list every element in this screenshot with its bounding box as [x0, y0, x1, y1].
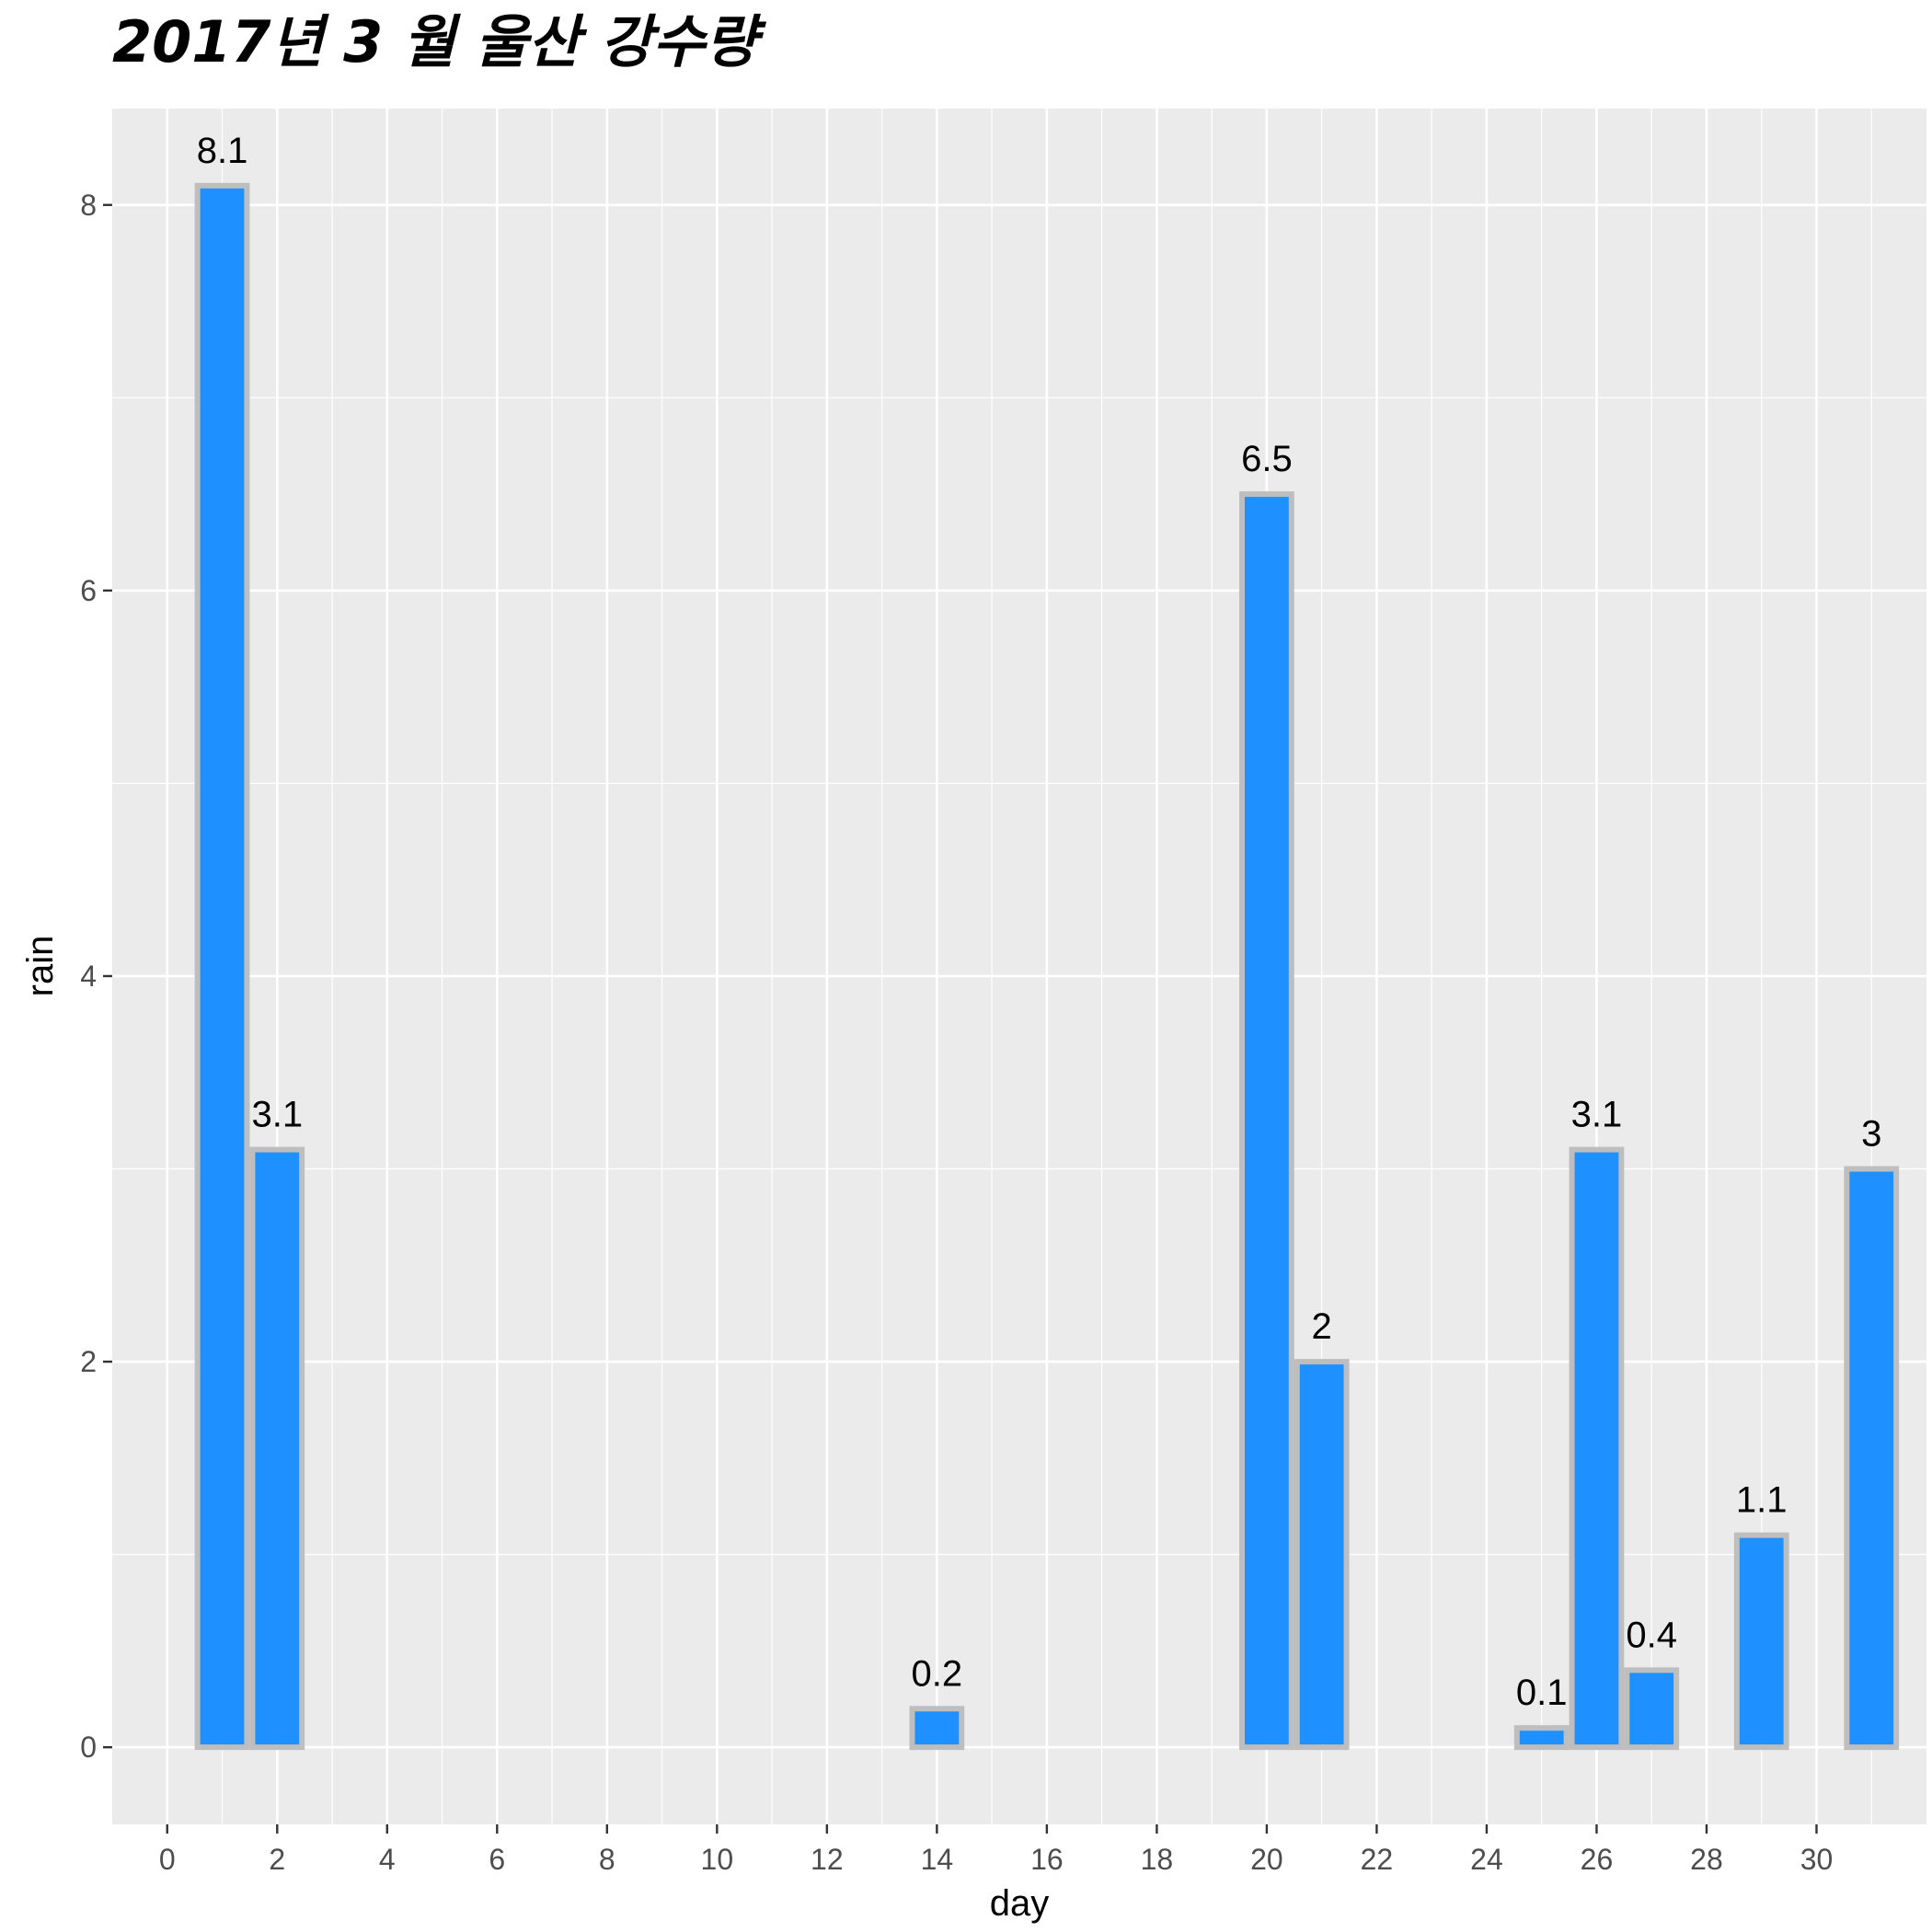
y-tick-label: 0 — [80, 1731, 97, 1764]
x-tick-label: 12 — [811, 1843, 844, 1876]
x-tick-label: 18 — [1141, 1843, 1174, 1876]
data-label: 2 — [1312, 1306, 1332, 1347]
x-tick-label: 14 — [921, 1843, 954, 1876]
x-axis-title: day — [990, 1883, 1050, 1924]
y-axis-title: rain — [20, 936, 61, 997]
plot-panel — [112, 109, 1926, 1824]
x-tick-label: 16 — [1030, 1843, 1064, 1876]
minor-gridlines — [112, 109, 1926, 1824]
bar — [1294, 1359, 1350, 1751]
data-label: 3 — [1861, 1114, 1881, 1155]
data-label: 0.2 — [912, 1653, 963, 1694]
bar — [249, 1146, 305, 1751]
x-tick-label: 10 — [701, 1843, 734, 1876]
bar — [909, 1706, 965, 1751]
x-tick-label: 30 — [1800, 1843, 1834, 1876]
x-tick-label: 22 — [1361, 1843, 1394, 1876]
y-axis: 0 2 4 6 8 — [80, 189, 112, 1764]
data-label: 0.1 — [1516, 1673, 1568, 1713]
chart-title: 2017년 3 월 울산 강수량 — [112, 8, 766, 75]
bar — [1569, 1146, 1625, 1751]
x-tick-label: 6 — [489, 1843, 505, 1876]
x-tick-label: 28 — [1690, 1843, 1723, 1876]
x-tick-label: 26 — [1581, 1843, 1614, 1876]
data-label: 1.1 — [1736, 1480, 1788, 1521]
y-tick-label: 4 — [80, 960, 97, 993]
data-label: 6.5 — [1241, 439, 1293, 479]
data-label: 3.1 — [1571, 1095, 1623, 1135]
data-labels: 8.1 3.1 0.2 6.5 2 0.1 3.1 0.4 1.1 3 — [197, 131, 1882, 1713]
data-label: 3.1 — [251, 1095, 303, 1135]
x-tick-label: 8 — [599, 1843, 615, 1876]
bar — [1513, 1725, 1570, 1751]
x-tick-label: 20 — [1250, 1843, 1283, 1876]
bar — [194, 182, 250, 1751]
x-tick-label: 24 — [1470, 1843, 1503, 1876]
y-tick-label: 8 — [80, 189, 97, 222]
y-tick-label: 6 — [80, 574, 97, 607]
x-tick-label: 0 — [159, 1843, 176, 1876]
data-label: 8.1 — [197, 131, 248, 171]
bar — [1844, 1166, 1900, 1751]
bars — [194, 182, 1900, 1751]
x-axis: 0 2 4 6 8 10 12 14 16 18 20 22 24 26 28 30 — [159, 1824, 1833, 1876]
bar — [1624, 1667, 1680, 1751]
x-tick-label: 2 — [269, 1843, 285, 1876]
data-label: 0.4 — [1626, 1615, 1677, 1655]
bar — [1733, 1532, 1789, 1751]
x-tick-label: 4 — [379, 1843, 396, 1876]
y-tick-label: 2 — [80, 1345, 97, 1378]
bar — [1239, 491, 1294, 1751]
